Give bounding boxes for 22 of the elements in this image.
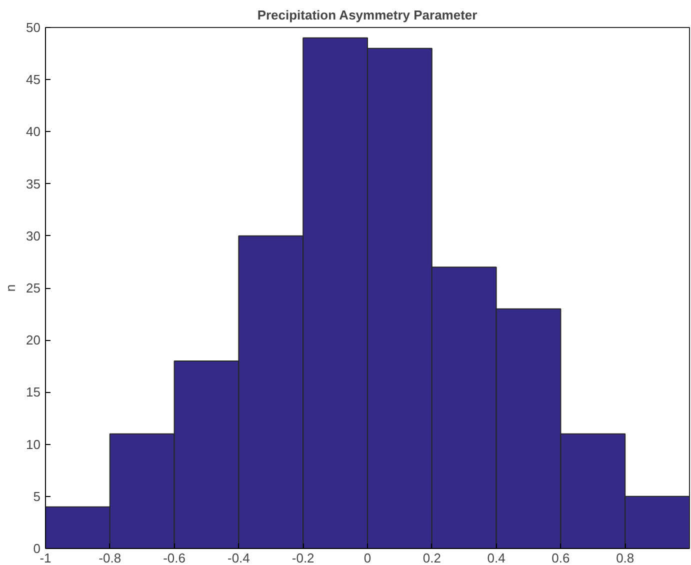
y-tick-label: 30 xyxy=(26,228,41,244)
y-tick-label: 25 xyxy=(26,280,41,296)
y-tick-label: 5 xyxy=(33,488,41,504)
y-tick-label: 45 xyxy=(26,72,41,88)
chart-title: Precipitation Asymmetry Parameter xyxy=(257,8,478,22)
y-axis-title: n xyxy=(3,284,18,292)
x-tick-label: 0.2 xyxy=(422,550,441,565)
y-tick-label: 35 xyxy=(26,176,41,192)
y-tick-label: 50 xyxy=(26,20,41,35)
y-tick-label: 20 xyxy=(26,332,41,348)
y-tick-label: 15 xyxy=(26,384,41,400)
x-tick-label: 0 xyxy=(364,550,372,565)
x-tick-label: -0.6 xyxy=(163,550,186,565)
x-tick-label: 0.6 xyxy=(552,550,570,565)
x-tick-label: 0.8 xyxy=(616,550,634,565)
x-tick-label: 0.4 xyxy=(487,550,506,565)
y-tick-label: 40 xyxy=(26,124,41,140)
x-tick-label: -0.2 xyxy=(292,550,314,565)
x-tick-label: -0.4 xyxy=(228,550,250,565)
x-tick-label: -0.8 xyxy=(98,550,122,565)
y-tick-label: 10 xyxy=(26,436,41,452)
x-tick-label: -1 xyxy=(40,550,52,565)
